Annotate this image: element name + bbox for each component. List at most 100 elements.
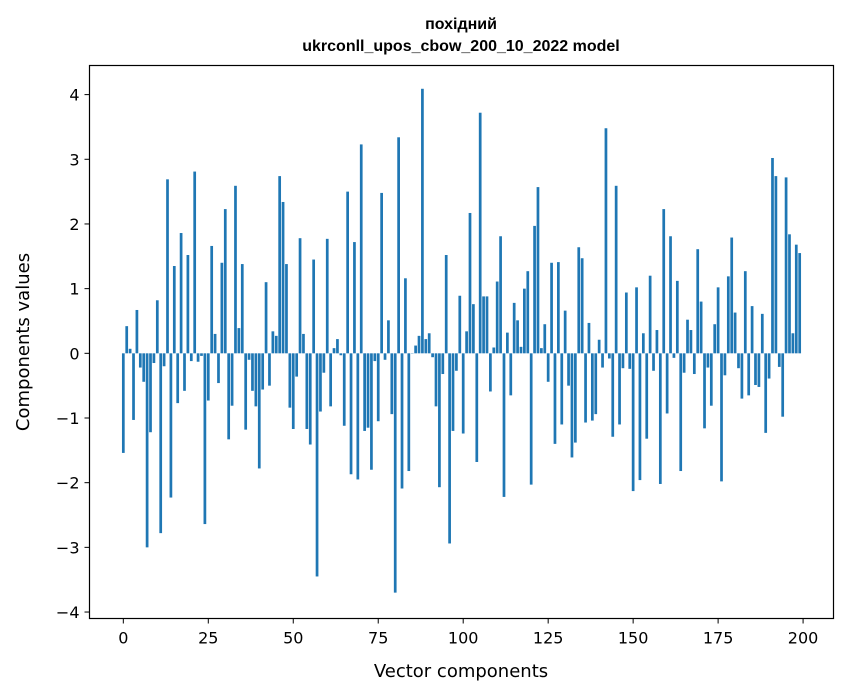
bar xyxy=(325,238,329,354)
bar xyxy=(526,271,530,354)
bar xyxy=(716,287,720,354)
bar xyxy=(577,247,581,354)
bar xyxy=(298,238,302,354)
bar xyxy=(472,304,475,354)
bar xyxy=(791,333,795,354)
y-tick-label: −4 xyxy=(56,603,80,622)
bar xyxy=(760,313,764,354)
bar xyxy=(441,353,445,375)
bar xyxy=(196,353,200,362)
bar xyxy=(186,255,190,354)
bar xyxy=(421,88,424,354)
bar xyxy=(621,353,625,369)
bar xyxy=(387,320,390,354)
bar xyxy=(611,353,615,437)
bar xyxy=(767,353,771,379)
bar xyxy=(203,353,207,525)
bar xyxy=(740,353,744,399)
bar xyxy=(546,353,550,382)
bar xyxy=(489,353,492,392)
bar xyxy=(781,353,785,417)
bar xyxy=(662,209,666,354)
bar-series xyxy=(121,88,802,593)
bar xyxy=(288,353,292,408)
bar xyxy=(264,282,268,354)
bar xyxy=(597,339,601,354)
bar xyxy=(373,353,377,362)
bar xyxy=(162,353,166,367)
bar xyxy=(308,353,312,445)
bar xyxy=(540,348,543,354)
bar xyxy=(359,144,363,354)
bar xyxy=(383,353,387,360)
bar xyxy=(339,353,343,356)
bar xyxy=(400,353,404,489)
bar xyxy=(798,253,802,354)
bar xyxy=(376,353,380,422)
bar xyxy=(502,353,506,497)
bar xyxy=(492,347,496,354)
bar xyxy=(533,225,536,354)
bar xyxy=(268,353,271,386)
y-tick-label: −1 xyxy=(56,409,80,428)
bar xyxy=(543,324,547,354)
bar xyxy=(550,262,553,354)
bar xyxy=(706,353,710,368)
bar xyxy=(356,353,360,480)
bar xyxy=(172,266,176,354)
bar xyxy=(363,353,366,431)
bar xyxy=(176,353,180,404)
bar xyxy=(220,262,224,354)
bar xyxy=(417,335,421,354)
bar xyxy=(638,353,642,481)
x-tick-label: 100 xyxy=(448,629,479,648)
bar xyxy=(475,353,479,462)
bar xyxy=(448,353,451,544)
bar xyxy=(563,310,567,354)
bar xyxy=(152,353,156,364)
bar xyxy=(237,328,241,354)
bar xyxy=(574,353,577,443)
bar xyxy=(438,353,441,488)
bar xyxy=(145,353,149,548)
y-tick-label: 2 xyxy=(69,215,79,234)
bar xyxy=(652,353,655,371)
bar xyxy=(560,353,564,425)
bar xyxy=(679,353,683,472)
bar xyxy=(329,353,333,407)
y-tick-label: −2 xyxy=(56,474,80,493)
bar xyxy=(635,287,638,354)
bar xyxy=(183,353,186,391)
bar xyxy=(689,330,693,354)
bar xyxy=(135,309,139,354)
bar xyxy=(315,353,319,577)
bar xyxy=(431,353,434,358)
bar xyxy=(451,353,455,431)
bar xyxy=(699,301,703,354)
bar xyxy=(512,302,516,354)
bar xyxy=(750,306,754,354)
x-tick-label: 75 xyxy=(368,629,388,648)
bar xyxy=(200,353,203,356)
bar xyxy=(397,137,400,354)
bar xyxy=(468,212,472,354)
plot-frame xyxy=(88,64,835,620)
bar xyxy=(777,353,781,367)
bar xyxy=(424,339,428,354)
bar xyxy=(234,185,237,354)
bar xyxy=(669,236,672,354)
bar xyxy=(523,288,526,354)
bar xyxy=(607,353,611,359)
bar xyxy=(485,296,489,354)
bar xyxy=(784,177,788,354)
x-tick-label: 25 xyxy=(198,629,218,648)
bar xyxy=(349,353,353,475)
bar xyxy=(723,353,727,376)
x-tick-label: 150 xyxy=(618,629,649,648)
bar xyxy=(305,353,309,429)
bar xyxy=(169,353,173,498)
bar xyxy=(771,157,774,354)
bar xyxy=(407,353,411,472)
bar xyxy=(251,353,254,391)
bar xyxy=(499,236,502,354)
